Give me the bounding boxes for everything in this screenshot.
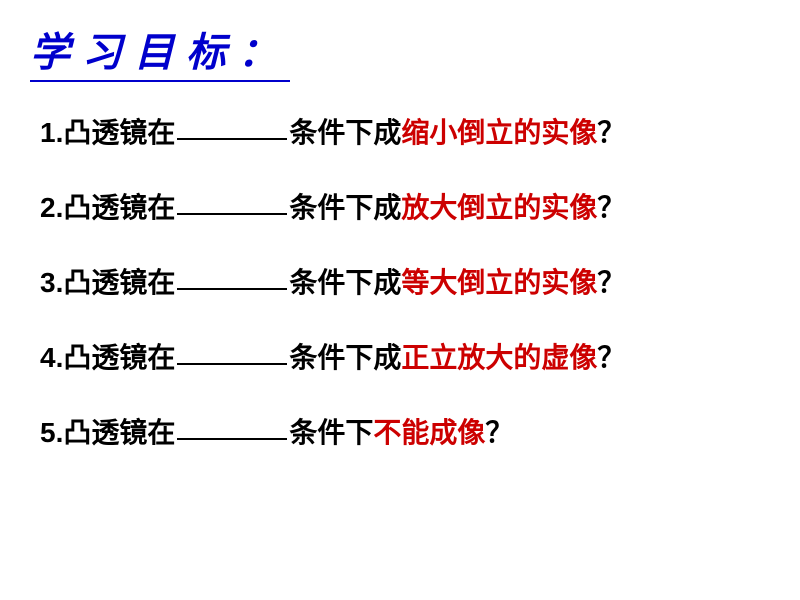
item-highlight: 正立放大的虚像 — [401, 343, 597, 374]
item-prefix: 凸透镜在 — [63, 118, 175, 149]
objectives-list: 1.凸透镜在条件下成缩小倒立的实像？ 2.凸透镜在条件下成放大倒立的实像？ 3.… — [30, 112, 770, 455]
list-item: 1.凸透镜在 条件下成缩小倒立的实像？ — [40, 112, 770, 155]
fill-blank — [177, 363, 287, 365]
item-number: 2. — [40, 192, 63, 223]
list-item: 2.凸透镜在 条件下成放大倒立的实像？ — [40, 187, 770, 230]
item-prefix: 凸透镜在 — [63, 343, 175, 374]
fill-blank — [177, 288, 287, 290]
list-item: 5.凸透镜在 条件下不能成像？ — [40, 412, 770, 455]
item-prefix: 凸透镜在 — [63, 268, 175, 299]
item-mid: 条件下 — [289, 418, 373, 449]
item-suffix: ？ — [485, 418, 513, 449]
item-mid: 条件下成 — [289, 268, 401, 299]
item-number: 5. — [40, 417, 63, 448]
slide-title: 学习目标： — [30, 20, 290, 82]
item-prefix: 凸透镜在 — [63, 193, 175, 224]
list-item: 4.凸透镜在 条件下成正立放大的虚像？ — [40, 337, 770, 380]
fill-blank — [177, 138, 287, 140]
item-prefix: 凸透镜在 — [63, 418, 175, 449]
item-highlight: 放大倒立的实像 — [401, 193, 597, 224]
item-number: 1. — [40, 117, 63, 148]
item-mid: 条件下成 — [289, 343, 401, 374]
item-suffix: ？ — [597, 193, 625, 224]
item-highlight: 不能成像 — [373, 418, 485, 449]
item-suffix: ？ — [597, 118, 625, 149]
item-suffix: ？ — [597, 268, 625, 299]
item-highlight: 缩小倒立的实像 — [401, 118, 597, 149]
item-suffix: ？ — [597, 343, 625, 374]
item-highlight: 等大倒立的实像 — [401, 268, 597, 299]
fill-blank — [177, 213, 287, 215]
item-number: 4. — [40, 342, 63, 373]
item-mid: 条件下成 — [289, 193, 401, 224]
fill-blank — [177, 438, 287, 440]
item-mid: 条件下成 — [289, 118, 401, 149]
slide-container: 学习目标： 1.凸透镜在条件下成缩小倒立的实像？ 2.凸透镜在条件下成放大倒立的… — [0, 0, 800, 600]
item-number: 3. — [40, 267, 63, 298]
list-item: 3.凸透镜在 条件下成等大倒立的实像？ — [40, 262, 770, 305]
